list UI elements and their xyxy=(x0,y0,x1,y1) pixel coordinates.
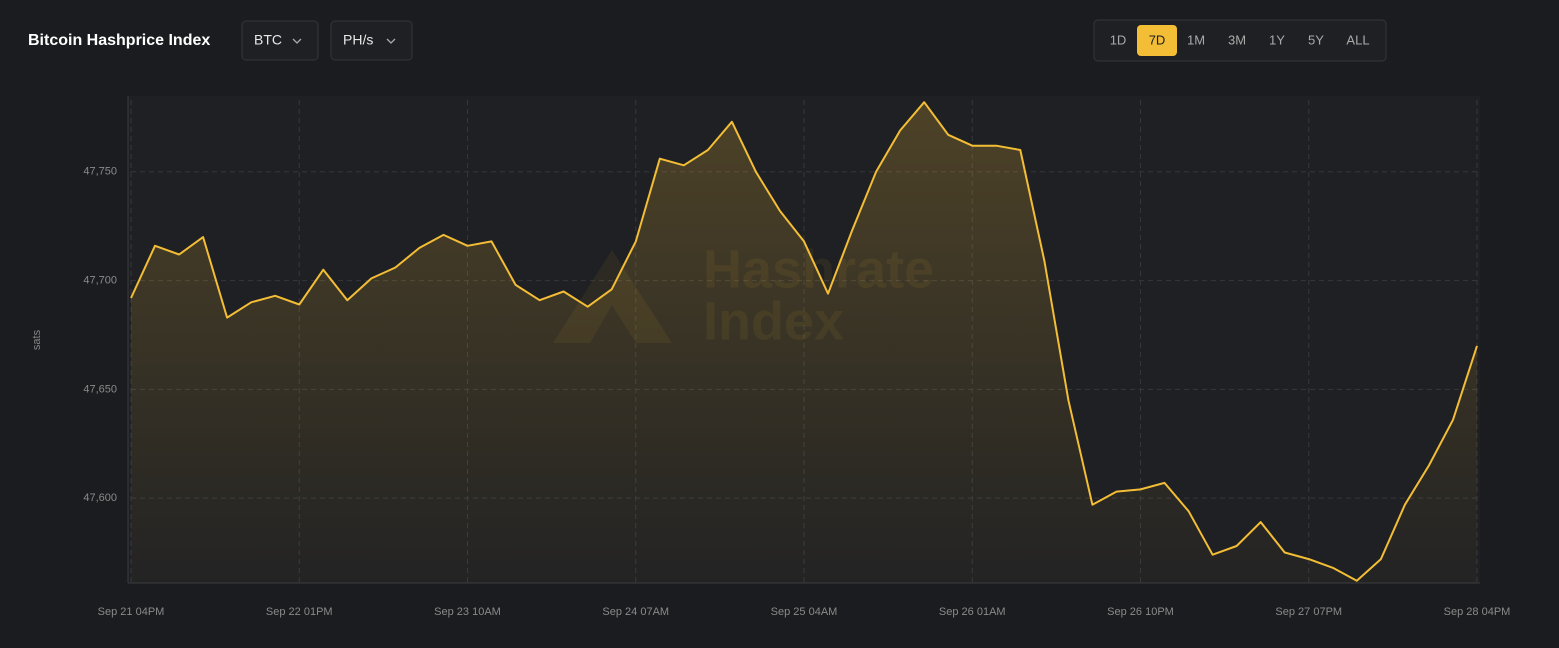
y-tick-label: 47,700 xyxy=(83,274,117,286)
dropdown[interactable]: PH/s xyxy=(330,20,413,61)
line xyxy=(130,101,1478,582)
range-label: ALL xyxy=(1346,32,1369,47)
plot: 47,600 47,650 47,700 47,750 Sep 21 04PM Sep 2… xyxy=(83,96,1510,618)
range-label: 7D xyxy=(1149,32,1166,47)
x-tick-label: Sep 26 10PM xyxy=(1107,606,1174,618)
dropdown-box xyxy=(241,20,319,61)
x-tick-label: Sep 28 04PM xyxy=(1444,606,1511,618)
range-button[interactable]: 7D xyxy=(1137,25,1177,56)
x-tick-label: Sep 24 07AM xyxy=(602,606,669,618)
range-button-bg xyxy=(1137,25,1177,56)
chevron xyxy=(292,38,302,44)
x-tick-label: Sep 22 01PM xyxy=(266,606,333,618)
dropdown-box xyxy=(330,20,413,61)
range-button[interactable]: 3M xyxy=(1228,32,1246,47)
dropdown-label: PH/s xyxy=(343,32,373,48)
dropdown-label: BTC xyxy=(254,32,282,48)
range-button[interactable]: 1D xyxy=(1110,32,1127,47)
y-tick-label: 47,650 xyxy=(83,383,117,395)
range-label: 3M xyxy=(1228,32,1246,47)
range-label: 1Y xyxy=(1269,32,1285,47)
x-tick-label: Sep 23 10AM xyxy=(434,606,501,618)
y-tick-label: 47,600 xyxy=(83,492,117,504)
range-label: 5Y xyxy=(1308,32,1324,47)
chart-title: Bitcoin Hashprice Index xyxy=(28,32,210,49)
range-button[interactable]: ALL xyxy=(1346,32,1369,47)
y-tick-label: 47,750 xyxy=(83,166,117,178)
chevron xyxy=(386,38,396,44)
y-axis-label: sats xyxy=(31,329,43,350)
x-tick-label: Sep 21 04PM xyxy=(98,606,165,618)
range-button[interactable]: 1Y xyxy=(1269,32,1285,47)
area-fill xyxy=(131,102,1477,583)
x-tick-label: Sep 27 07PM xyxy=(1275,606,1342,618)
controls: BTC PH/s 1D 7D 1M 3M 1Y 5Y ALL xyxy=(241,19,1387,62)
range-label: 1M xyxy=(1187,32,1205,47)
dropdown[interactable]: BTC xyxy=(241,20,319,61)
range-button[interactable]: 5Y xyxy=(1308,32,1324,47)
x-tick-label: Sep 26 01AM xyxy=(939,606,1006,618)
x-tick-label: Sep 25 04AM xyxy=(771,606,838,618)
range-button[interactable]: 1M xyxy=(1187,32,1205,47)
range-label: 1D xyxy=(1110,32,1127,47)
